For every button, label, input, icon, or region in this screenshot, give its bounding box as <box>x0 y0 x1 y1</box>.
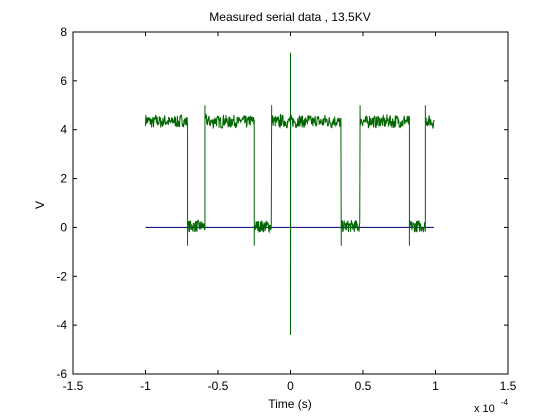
y-tick-label: -6 <box>56 367 67 381</box>
y-tick-label: 2 <box>60 172 67 186</box>
chart-title: Measured serial data , 13.5KV <box>209 10 370 24</box>
x-tick-label: -1.5 <box>63 379 84 393</box>
x-tick-label: -1 <box>140 379 151 393</box>
x-exponent-power: -4 <box>501 398 509 407</box>
y-axis-label: V <box>33 201 47 209</box>
y-ticks: -6 -4 -2 0 2 4 6 8 <box>56 25 508 381</box>
y-tick-label: -4 <box>56 318 67 332</box>
x-tick-label: 0 <box>287 379 294 393</box>
x-axis-label: Time (s) <box>268 397 312 411</box>
x-tick-label: 0.5 <box>355 379 372 393</box>
plot-data <box>145 52 435 335</box>
x-tick-label: 1 <box>432 379 439 393</box>
y-tick-label: 8 <box>60 25 67 39</box>
y-tick-label: 4 <box>60 123 67 137</box>
x-exponent-label: x 10 <box>474 403 495 415</box>
x-ticks: -1.5 -1 -0.5 0 0.5 1 1.5 <box>63 32 517 393</box>
x-tick-label: 1.5 <box>500 379 517 393</box>
y-tick-label: 6 <box>60 74 67 88</box>
serial-signal-series-line <box>145 52 435 335</box>
x-tick-label: -0.5 <box>208 379 229 393</box>
y-tick-label: 0 <box>60 220 67 234</box>
y-tick-label: -2 <box>56 269 67 283</box>
